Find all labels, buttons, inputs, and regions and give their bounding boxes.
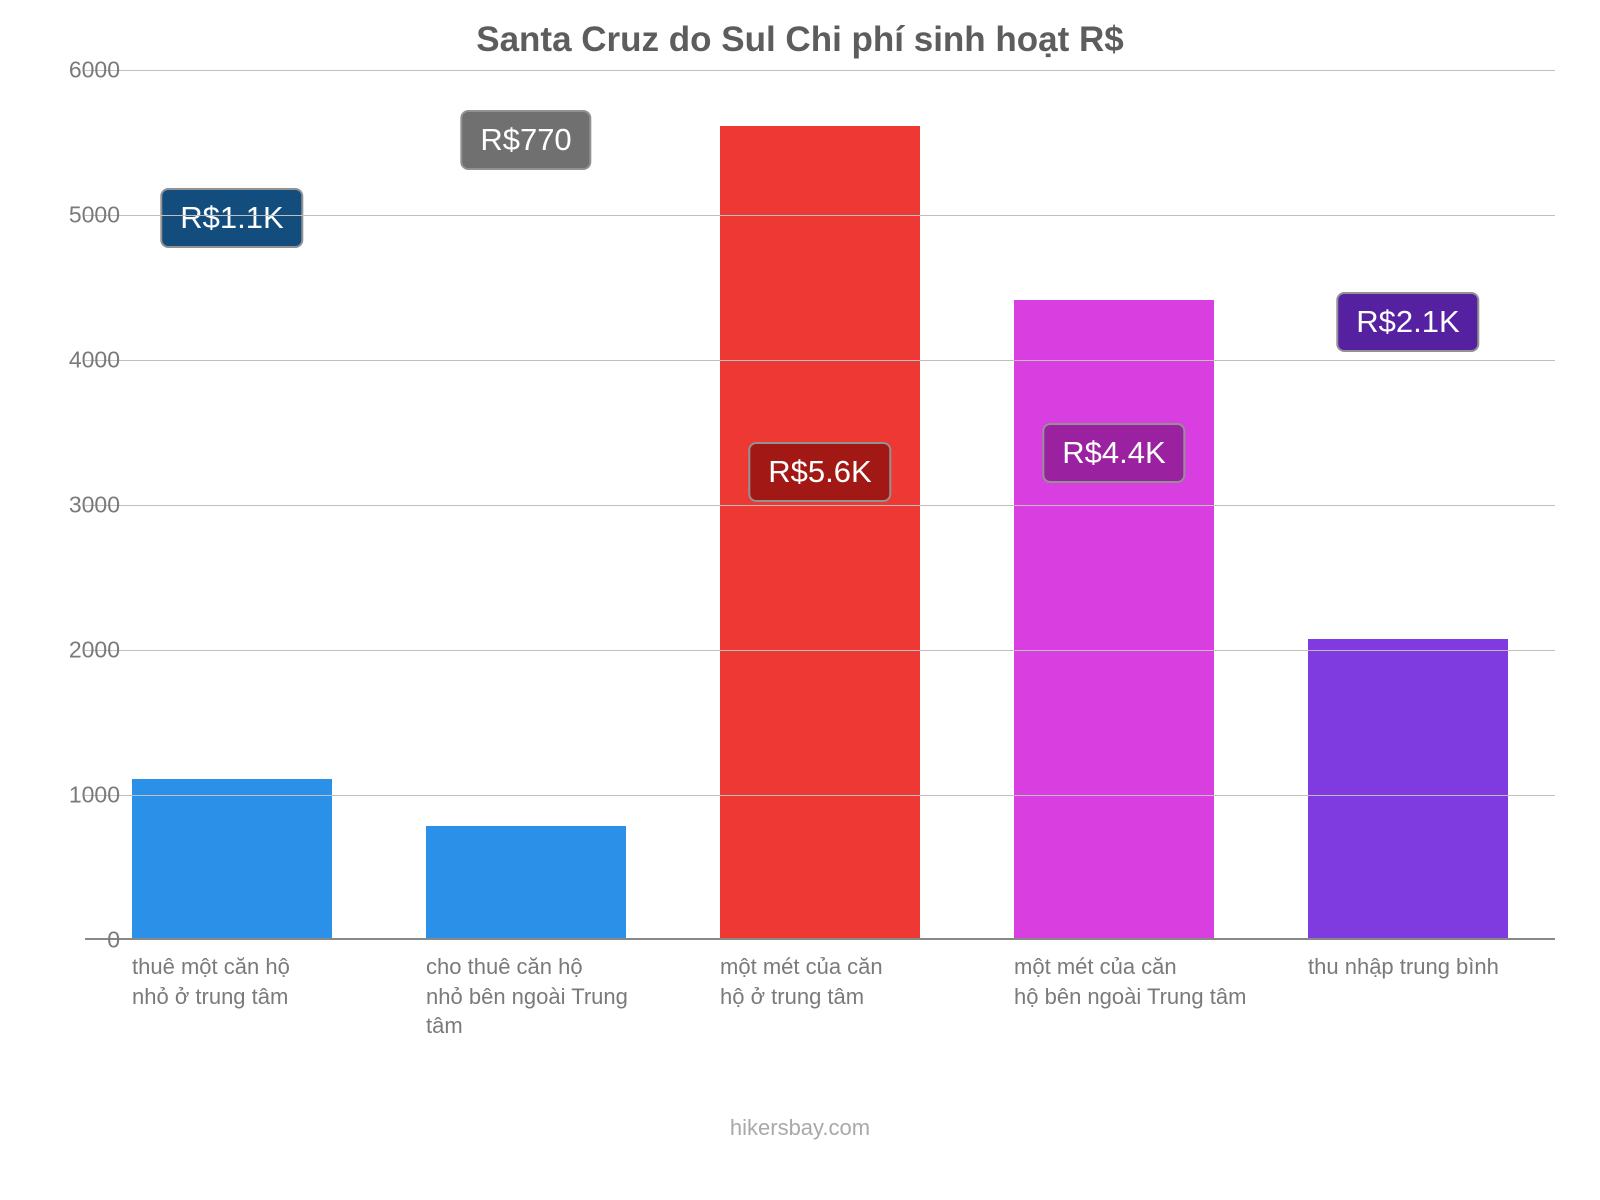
gridline [85, 505, 1555, 506]
x-tick-label: cho thuê căn hộ nhỏ bên ngoài Trung tâm [426, 952, 666, 1041]
bar-value-label: R$4.4K [1042, 423, 1185, 483]
y-tick-label: 3000 [50, 492, 120, 519]
x-tick-label: một mét của căn hộ bên ngoài Trung tâm [1014, 952, 1254, 1011]
gridline [85, 795, 1555, 796]
gridline [85, 360, 1555, 361]
bar [720, 126, 920, 938]
y-tick-label: 5000 [50, 202, 120, 229]
bar-value-label: R$770 [460, 110, 591, 170]
x-tick-label: thuê một căn hộ nhỏ ở trung tâm [132, 952, 372, 1011]
cost-of-living-chart: Santa Cruz do Sul Chi phí sinh hoạt R$ R… [0, 0, 1600, 1200]
bar [1014, 300, 1214, 938]
x-tick-label: một mét của căn hộ ở trung tâm [720, 952, 960, 1011]
gridline [85, 650, 1555, 651]
x-axis-baseline [85, 938, 1555, 940]
bar-value-label: R$2.1K [1336, 292, 1479, 352]
y-tick-label: 6000 [50, 57, 120, 84]
plot-area: R$1.1K R$770 R$5.6K R$4.4K R$2.1K [85, 70, 1555, 940]
gridline [85, 70, 1555, 71]
y-tick-label: 2000 [50, 637, 120, 664]
y-tick-label: 1000 [50, 782, 120, 809]
gridline [85, 215, 1555, 216]
y-tick-label: 0 [50, 927, 120, 954]
x-tick-label: thu nhập trung bình [1308, 952, 1548, 982]
credit-text: hikersbay.com [0, 1115, 1600, 1141]
bar [132, 779, 332, 939]
bar-value-label: R$5.6K [748, 442, 891, 502]
chart-title: Santa Cruz do Sul Chi phí sinh hoạt R$ [0, 20, 1600, 60]
bars-container: R$1.1K R$770 R$5.6K R$4.4K R$2.1K [85, 70, 1555, 938]
bar [1308, 639, 1508, 938]
bar [426, 826, 626, 938]
bar-value-label: R$1.1K [160, 188, 303, 248]
y-tick-label: 4000 [50, 347, 120, 374]
